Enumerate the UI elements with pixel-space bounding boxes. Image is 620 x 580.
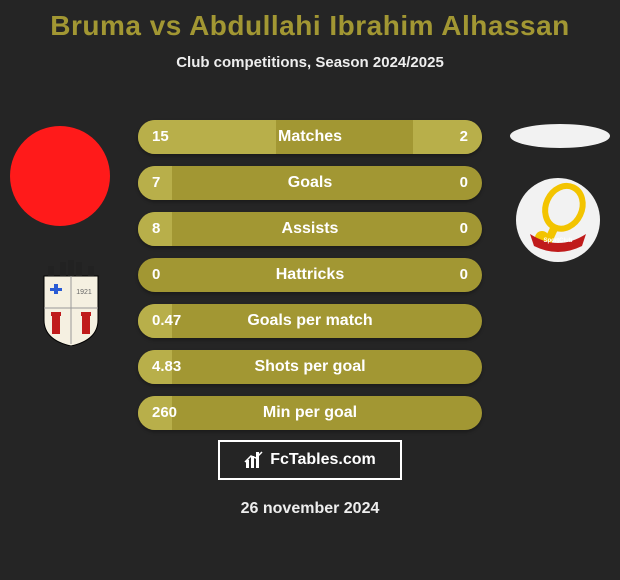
svg-text:1921: 1921 — [76, 289, 92, 296]
club-left-crest: 1921 — [38, 258, 104, 346]
stat-row: Hattricks0 0 — [138, 258, 482, 292]
stat-row: Assists8 0 — [138, 212, 482, 246]
date-label: 26 november 2024 — [0, 500, 620, 518]
stat-value-left: 7 — [138, 166, 174, 200]
subtitle: Club competitions, Season 2024/2025 — [0, 54, 620, 71]
stat-value-left: 0.47 — [138, 304, 195, 338]
stat-value-left: 15 — [138, 120, 183, 154]
stat-value-right — [454, 396, 482, 430]
stat-value-right — [454, 304, 482, 338]
stat-row: Goals7 0 — [138, 166, 482, 200]
stat-value-left: 260 — [138, 396, 191, 430]
stat-value-right: 0 — [446, 212, 482, 246]
stat-row: Matches15 2 — [138, 120, 482, 154]
page-title: Bruma vs Abdullahi Ibrahim Alhassan — [0, 0, 620, 42]
stat-value-right: 0 — [446, 166, 482, 200]
stat-label: Assists — [138, 220, 482, 238]
stat-row: Min per goal260 — [138, 396, 482, 430]
stat-value-right — [454, 350, 482, 384]
fctables-text: FcTables.com — [270, 451, 376, 469]
stat-label: Goals — [138, 174, 482, 192]
bars-chart-icon — [244, 450, 264, 470]
stats-container: Matches152Goals70Assists80Hattricks00Goa… — [138, 120, 482, 442]
player-right-avatar — [510, 124, 610, 148]
stat-row: Shots per goal4.83 — [138, 350, 482, 384]
stat-value-right: 2 — [446, 120, 482, 154]
stat-value-left: 8 — [138, 212, 174, 246]
stat-value-left: 0 — [138, 258, 174, 292]
stat-value-right: 0 — [446, 258, 482, 292]
fctables-badge: FcTables.com — [218, 440, 402, 480]
svg-text:SportClub: SportClub — [544, 238, 573, 244]
stat-row: Goals per match0.47 — [138, 304, 482, 338]
player-left-avatar — [10, 126, 110, 226]
stat-label: Hattricks — [138, 266, 482, 284]
club-right-crest: SportClub — [516, 178, 600, 262]
stat-value-left: 4.83 — [138, 350, 195, 384]
stat-label: Matches — [138, 128, 482, 146]
